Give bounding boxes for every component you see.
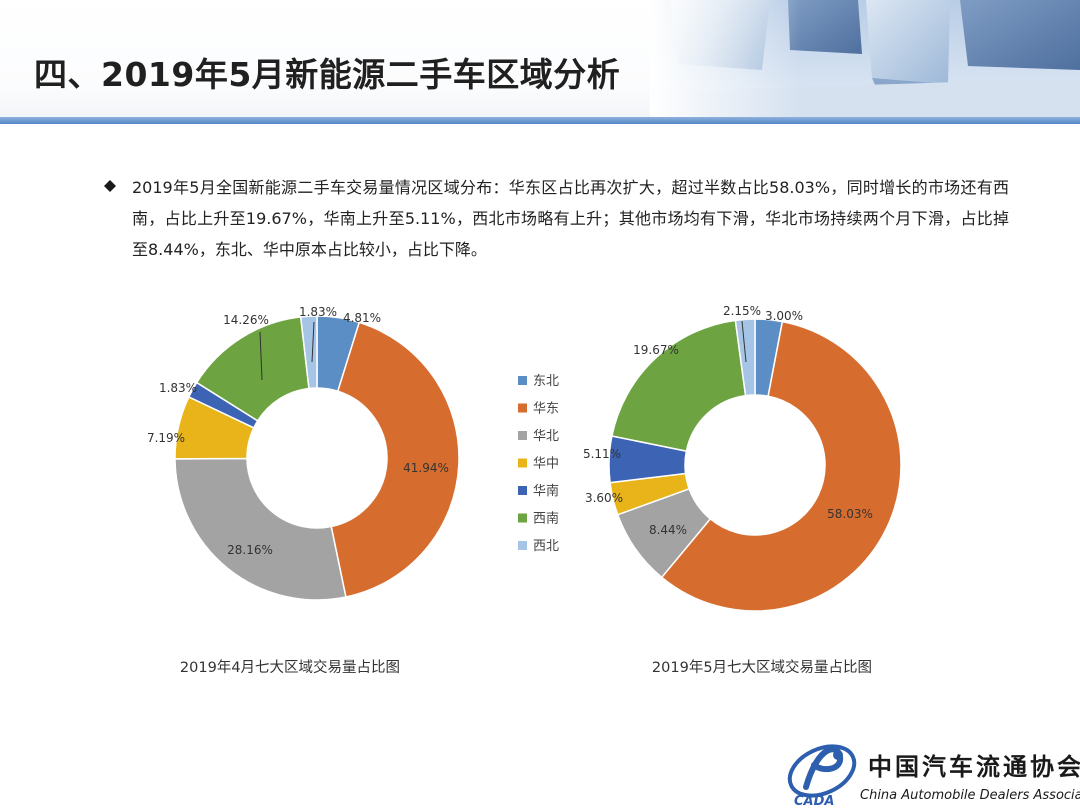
legend-label-华南: 华南 <box>533 483 559 499</box>
may-chart-title: 2019年5月七大区域交易量占比图 <box>652 658 872 676</box>
legend-swatch-东北 <box>518 376 527 385</box>
summary-bullet: 2019年5月全国新能源二手车交易量情况区域分布：华东区占比再次扩大，超过半数占… <box>104 172 1009 265</box>
data-label-东北: 3.00% <box>765 309 803 323</box>
april-donut-chart: 4.81% 41.94% 28.16% 7.19% 1.83% 14.26% 1.83% <box>147 305 460 601</box>
data-label-华南: 5.11% <box>583 447 621 461</box>
data-label-华中: 7.19% <box>147 431 185 445</box>
label-leader-line <box>741 320 747 363</box>
legend-label-华中: 华中 <box>533 457 559 472</box>
legend-label-华北: 华北 <box>533 429 559 444</box>
diamond-bullet-icon <box>104 180 116 192</box>
logo-name-cn: 中国汽车流通协会 <box>868 753 1080 781</box>
legend-label-西北: 西北 <box>533 539 559 554</box>
cada-logo: CADA 中国汽车流通协会 China Automobile Dealers A… <box>787 744 1080 809</box>
data-label-西北: 1.83% <box>299 305 337 319</box>
data-label-华南: 1.83% <box>159 381 197 395</box>
data-label-华东: 58.03% <box>827 507 873 521</box>
charts-area: 4.81% 41.94% 28.16% 7.19% 1.83% 14.26% 1.83% 3… <box>147 304 902 676</box>
data-label-西南: 14.26% <box>223 313 269 327</box>
page-title: 四、2019年5月新能源二手车区域分析 <box>34 55 621 94</box>
data-label-华中: 3.60% <box>585 491 623 505</box>
legend-label-东北: 东北 <box>533 374 559 389</box>
logo-mark-text: CADA <box>794 794 834 809</box>
donut-slice-华东 <box>660 320 902 612</box>
data-label-西南: 19.67% <box>633 343 679 357</box>
title-underline-bar <box>0 117 1080 124</box>
legend-swatch-华南 <box>518 486 527 495</box>
label-leader-line <box>259 331 263 381</box>
legend-swatch-华东 <box>518 403 527 413</box>
summary-text: 2019年5月全国新能源二手车交易量情况区域分布：华东区占比再次扩大，超过半数占… <box>132 178 1009 259</box>
slide-header: 四、2019年5月新能源二手车区域分析 <box>0 0 1080 124</box>
data-label-华北: 8.44% <box>649 523 687 537</box>
legend-swatch-华中 <box>518 458 527 468</box>
donut-slice-华北 <box>174 457 347 601</box>
may-donut-chart: 3.00% 58.03% 8.44% 3.60% 5.11% 19.67% 2.15% <box>583 304 902 612</box>
april-chart-title: 2019年4月七大区域交易量占比图 <box>180 658 400 676</box>
data-label-华东: 41.94% <box>403 461 449 475</box>
data-label-东北: 4.81% <box>343 311 381 325</box>
logo-name-en: China Automobile Dealers Association <box>860 788 1080 803</box>
donut-slice-华东 <box>330 321 460 598</box>
legend-swatch-西南 <box>518 513 527 523</box>
legend-label-华东: 华东 <box>533 402 559 417</box>
header-decoration-image <box>650 0 1080 124</box>
legend-label-西南: 西南 <box>533 511 559 527</box>
legend-swatch-华北 <box>518 431 527 440</box>
donut-slice-西南 <box>611 319 747 452</box>
label-leader-line <box>311 321 315 363</box>
data-label-华北: 28.16% <box>227 543 273 557</box>
data-label-西北: 2.15% <box>723 304 761 318</box>
legend-swatch-西北 <box>518 541 527 550</box>
